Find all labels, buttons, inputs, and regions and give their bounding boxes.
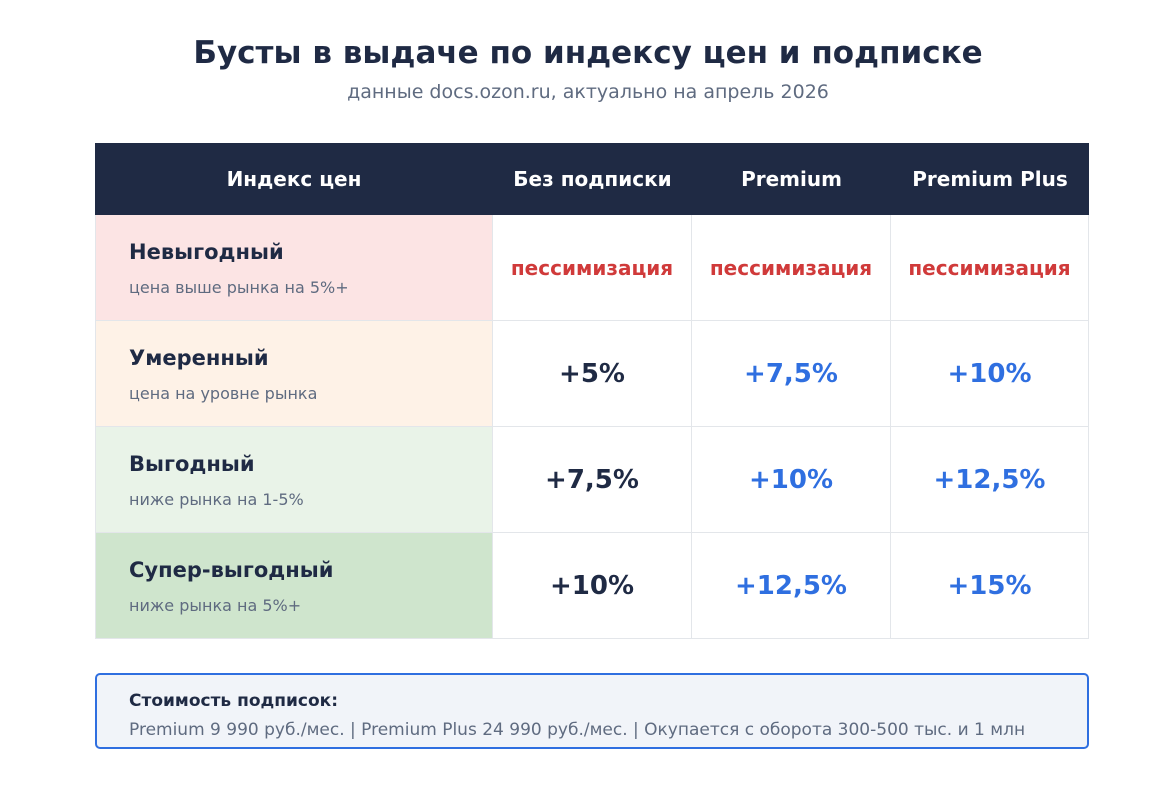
row-label-name: Выгодный (129, 451, 255, 476)
table-cell: +10% (493, 533, 692, 639)
column-header-price-index: Индекс цен (226, 167, 362, 191)
row-label-name: Умеренный (129, 345, 269, 370)
table-row-super-favorable: Супер-выгодный ниже рынка на 5%+ +10% +1… (95, 533, 1089, 639)
row-label-desc: цена на уровне рынка (129, 383, 318, 403)
table-row-moderate: Умеренный цена на уровне рынка +5% +7,5%… (95, 321, 1089, 427)
cell-value: пессимизация (908, 255, 1071, 280)
column-header-premium: Premium (741, 167, 842, 191)
cell-value: +10% (748, 464, 834, 495)
table-cell: +5% (493, 321, 692, 427)
table-cell: пессимизация (493, 215, 692, 321)
cell-value: +10% (549, 570, 635, 601)
note-text: Premium 9 990 руб./мес. | Premium Plus 2… (129, 720, 1026, 740)
row-label-name: Супер-выгодный (129, 557, 334, 582)
table-cell: пессимизация (692, 215, 891, 321)
cell-value: +10% (947, 358, 1032, 389)
table-cell: +10% (692, 427, 891, 533)
row-label-desc: цена выше рынка на 5%+ (129, 277, 349, 297)
row-label-cell: Невыгодный цена выше рынка на 5%+ (95, 215, 493, 321)
row-label-name: Невыгодный (129, 239, 284, 264)
cell-value: +7,5% (545, 464, 639, 495)
table-cell: +12,5% (891, 427, 1089, 533)
cell-value: +5% (559, 358, 625, 389)
row-label-desc: ниже рынка на 1-5% (129, 489, 304, 509)
row-label-cell: Выгодный ниже рынка на 1-5% (95, 427, 493, 533)
row-label-cell: Супер-выгодный ниже рынка на 5%+ (95, 533, 493, 639)
table-cell: пессимизация (891, 215, 1089, 321)
table-cell: +7,5% (493, 427, 692, 533)
column-header-premium-plus: Premium Plus (912, 167, 1068, 191)
cell-value: +7,5% (744, 358, 838, 389)
note-title: Стоимость подписок: (129, 691, 338, 711)
column-header-no-subscription: Без подписки (513, 167, 672, 191)
row-label-desc: ниже рынка на 5%+ (129, 595, 302, 615)
table-cell: +7,5% (692, 321, 891, 427)
table-header: Индекс цен Без подписки Premium Premium … (95, 143, 1089, 215)
cell-value: пессимизация (510, 255, 674, 280)
table-row-unfavorable: Невыгодный цена выше рынка на 5%+ пессим… (95, 215, 1089, 321)
page-subtitle: данные docs.ozon.ru, актуально на апрель… (347, 81, 829, 103)
row-label-cell: Умеренный цена на уровне рынка (95, 321, 493, 427)
boost-table: Индекс цен Без подписки Premium Premium … (95, 143, 1089, 639)
cell-value: +12,5% (735, 570, 847, 601)
cell-value: +12,5% (933, 464, 1046, 495)
subscription-cost-note: Стоимость подписок: Premium 9 990 руб./м… (95, 673, 1089, 749)
table-cell: +10% (891, 321, 1089, 427)
table-row-favorable: Выгодный ниже рынка на 1-5% +7,5% +10% +… (95, 427, 1089, 533)
table-cell: +12,5% (692, 533, 891, 639)
cell-value: +15% (947, 570, 1032, 601)
cell-value: пессимизация (709, 255, 873, 280)
page-title: Бусты в выдаче по индексу цен и подписке (193, 35, 983, 71)
table-cell: +15% (891, 533, 1089, 639)
